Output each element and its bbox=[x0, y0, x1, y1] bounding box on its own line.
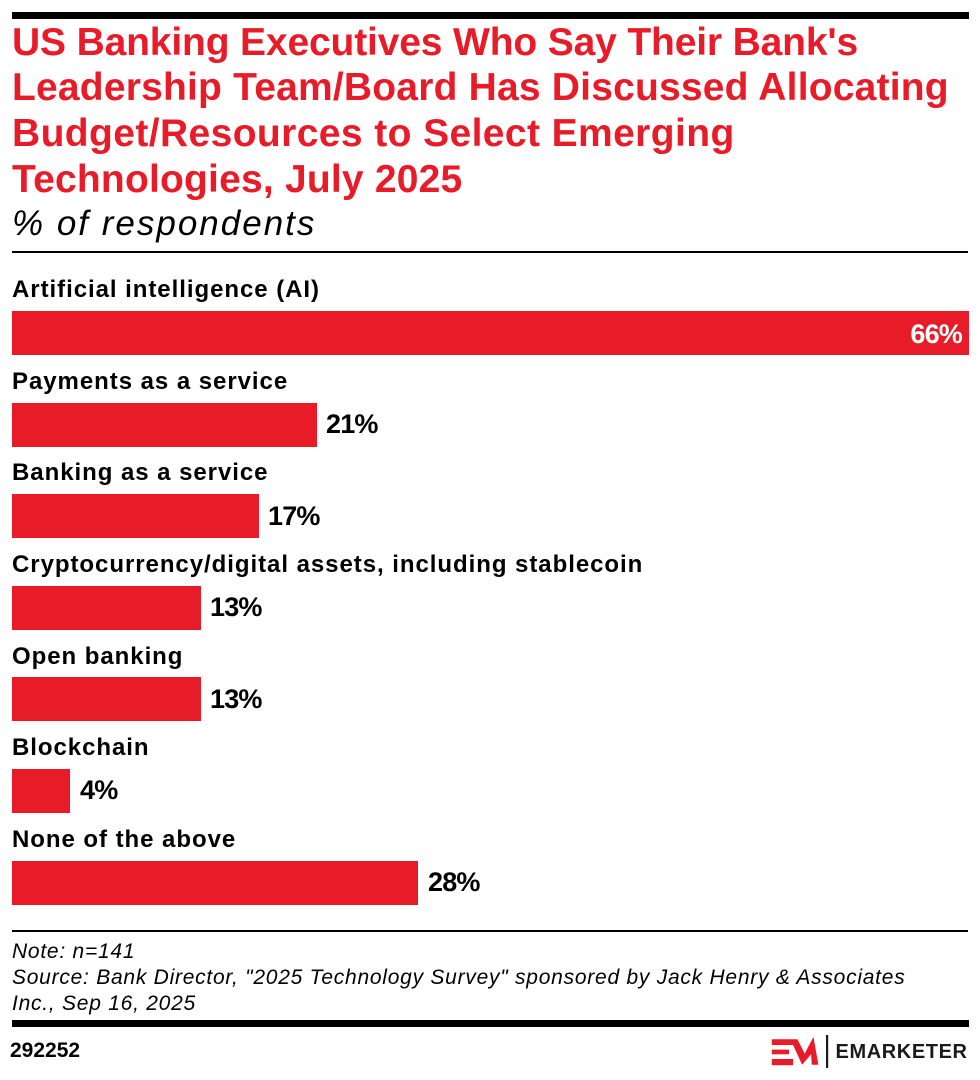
svg-text:EMARKETER: EMARKETER bbox=[836, 1041, 968, 1063]
